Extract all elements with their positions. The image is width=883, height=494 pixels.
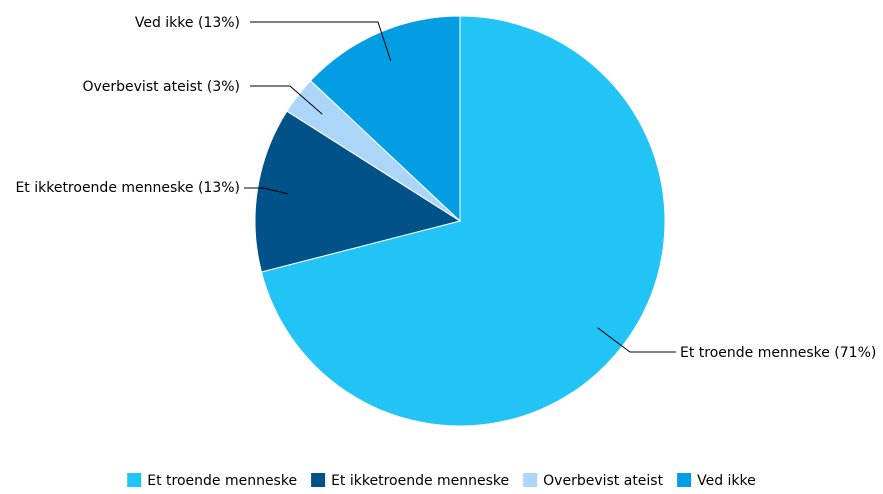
slice-label-et-troende-menneske: Et troende menneske (71%) — [680, 345, 876, 361]
leader-line-et-ikketroende-menneske — [244, 187, 289, 195]
legend-item-overbevist-ateist: Overbevist ateist — [523, 473, 664, 489]
legend-swatch-et-ikketroende-menneske — [311, 473, 326, 487]
pie-slice-ved-ikke — [309, 15, 461, 223]
pie-slice-et-ikketroende-menneske — [254, 110, 462, 273]
legend: Et troende menneske Et ikketroende mennes… — [127, 473, 756, 489]
slice-label-ved-ikke: Ved ikke (13%) — [135, 15, 240, 31]
pie-slices — [254, 15, 666, 427]
leader-line-overbevist-ateist — [250, 85, 323, 115]
legend-swatch-ved-ikke — [677, 473, 692, 487]
slice-label-overbevist-ateist: Overbevist ateist (3%) — [82, 79, 240, 95]
legend-label-et-troende-menneske: Et troende menneske — [147, 473, 297, 489]
legend-item-et-ikketroende-menneske: Et ikketroende menneske — [311, 473, 509, 489]
legend-label-overbevist-ateist: Overbevist ateist — [543, 473, 663, 489]
legend-item-et-troende-menneske: Et troende menneske — [127, 473, 297, 489]
legend-swatch-et-troende-menneske — [127, 473, 142, 487]
slice-label-et-ikketroende-menneske: Et ikketroende menneske (13%) — [15, 180, 240, 196]
slice-labels: Et troende menneske (71%) Et ikketroende … — [15, 15, 876, 361]
pie-slice-et-troende-menneske — [260, 15, 666, 427]
legend-label-ved-ikke: Ved ikke — [697, 473, 756, 489]
label-leader-lines — [244, 21, 676, 353]
legend-item-ved-ikke: Ved ikke — [677, 473, 756, 489]
leader-line-ved-ikke — [250, 21, 392, 62]
legend-swatch-overbevist-ateist — [523, 473, 538, 487]
legend-label-et-ikketroende-menneske: Et ikketroende menneske — [331, 473, 509, 489]
leader-line-et-troende-menneske — [597, 327, 676, 353]
